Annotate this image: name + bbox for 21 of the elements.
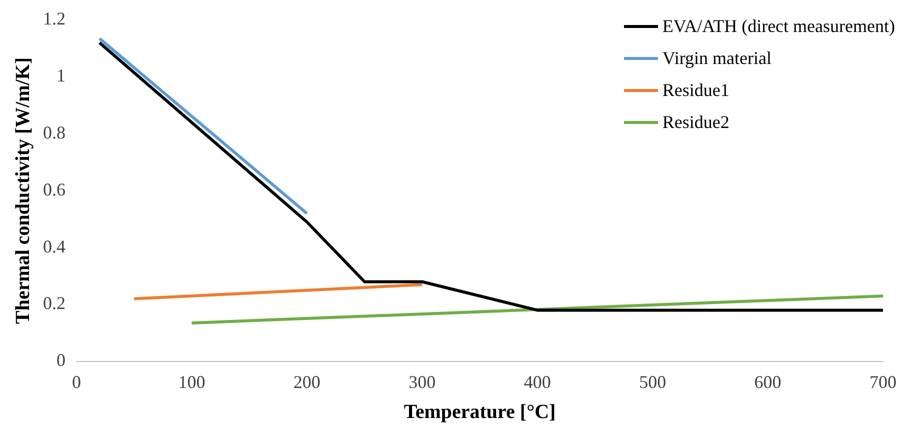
y-tick-label: 0.2 <box>43 293 66 314</box>
x-axis-title: Temperature [°C] <box>404 401 556 424</box>
x-tick-label: 300 <box>408 372 436 392</box>
x-tick-label: 600 <box>754 372 782 392</box>
x-tick-label: 100 <box>178 372 206 392</box>
y-axis-title: Thermal conductivity [W/m/K] <box>12 57 34 324</box>
y-tick-label: 0.4 <box>43 236 66 256</box>
x-tick-label: 0 <box>72 372 81 392</box>
y-tick-label: 1 <box>56 66 66 86</box>
y-tick-label: 0.8 <box>43 122 66 143</box>
legend-label: Residue2 <box>662 112 730 132</box>
legend-label: Residue1 <box>662 80 730 100</box>
y-tick-label: 1.2 <box>43 8 66 29</box>
x-tick-label: 500 <box>639 372 666 392</box>
y-tick-label: 0 <box>56 350 66 370</box>
x-tick-label: 400 <box>524 372 551 392</box>
legend-label: EVA/ATH (direct measurement) <box>662 16 895 36</box>
y-tick-label: 0.6 <box>43 179 66 200</box>
legend-label: Virgin material <box>662 48 772 68</box>
x-tick-label: 700 <box>870 372 896 392</box>
x-tick-label: 200 <box>293 372 320 392</box>
